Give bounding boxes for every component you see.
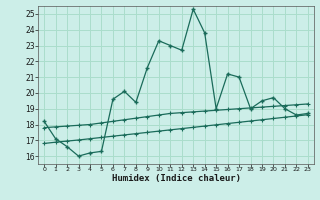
X-axis label: Humidex (Indice chaleur): Humidex (Indice chaleur) — [111, 174, 241, 183]
